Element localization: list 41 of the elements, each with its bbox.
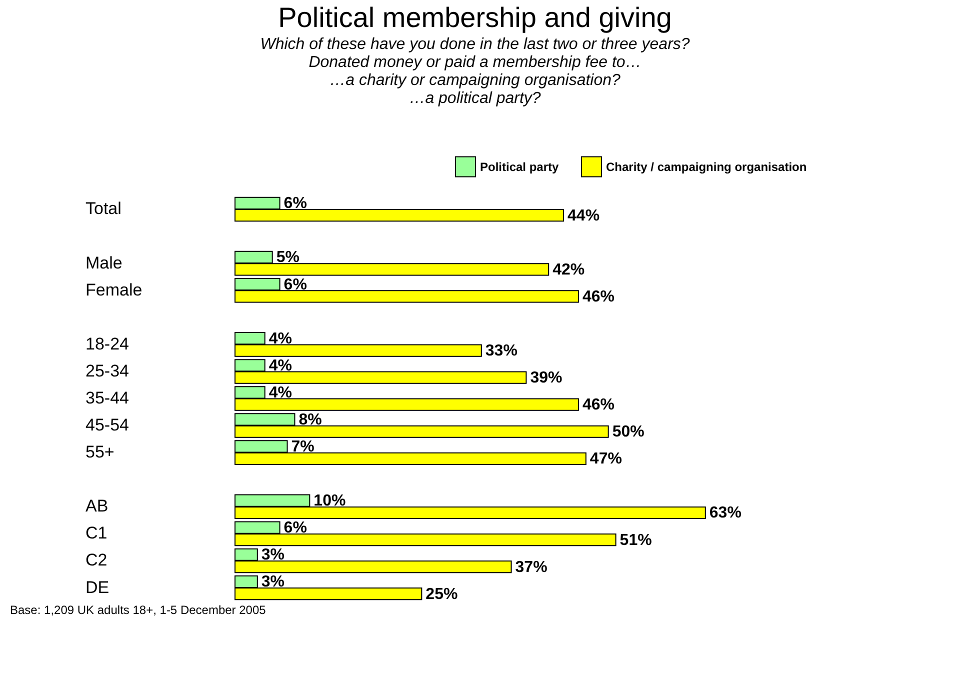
data-label: 33%: [485, 342, 518, 360]
data-label: 5%: [276, 249, 300, 266]
legend-label: Charity / campaigning organisation: [606, 160, 807, 174]
y-tick-label: C1: [86, 524, 108, 543]
data-label: 39%: [530, 370, 562, 387]
data-label: 46%: [582, 288, 614, 306]
y-tick-label: 55+: [86, 442, 114, 462]
legend-label: Political party: [480, 160, 560, 174]
data-label: 3%: [261, 546, 285, 564]
y-tick-label: AB: [86, 496, 108, 516]
data-label: 4%: [268, 384, 292, 402]
data-label: 47%: [590, 450, 622, 468]
y-tick-label: 35-44: [86, 388, 129, 408]
y-tick-label: 45-54: [86, 416, 129, 435]
y-tick-label: 25-34: [86, 361, 129, 380]
data-label: 8%: [298, 411, 322, 428]
y-tick-label: 18-24: [86, 334, 129, 354]
y-tick-label: Total: [86, 199, 122, 218]
data-label: 10%: [314, 492, 346, 510]
data-label: 7%: [291, 438, 314, 456]
data-label: 6%: [284, 195, 307, 212]
data-label: 4%: [268, 330, 292, 348]
data-label: 46%: [582, 396, 614, 414]
data-label: 63%: [709, 504, 742, 522]
data-label: 3%: [261, 574, 285, 591]
data-label: 50%: [612, 424, 644, 441]
data-label: 4%: [268, 357, 292, 374]
data-label: 37%: [515, 558, 548, 576]
data-label: 6%: [284, 276, 307, 294]
data-label: 42%: [552, 261, 585, 278]
data-label: 25%: [426, 586, 458, 603]
y-tick-label: C2: [86, 550, 108, 570]
data-label: 6%: [284, 520, 307, 537]
text: Base: 1,209 UK adults 18+, 1-5 December 2005: [10, 603, 266, 617]
data-label: 51%: [620, 532, 652, 549]
y-tick-label: DE: [86, 578, 110, 597]
chart-subtitle: Which of these have you done in the last two or three years? Donated money or paid a membership fee to… …a charity or campaigning organisation? …a political party?: [260, 36, 690, 107]
data-label: 44%: [568, 207, 600, 224]
chart-title: Political membership and giving: [278, 2, 672, 33]
y-tick-label: Male: [86, 253, 122, 272]
y-tick-label: Female: [86, 280, 142, 300]
